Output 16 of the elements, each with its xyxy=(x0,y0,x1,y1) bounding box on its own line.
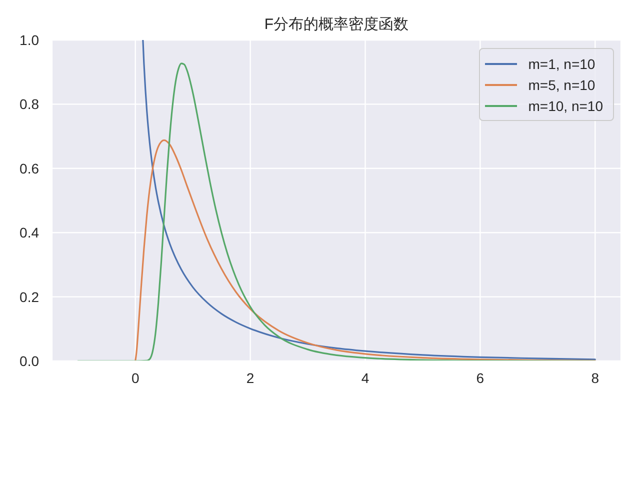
y-tick-label: 1.0 xyxy=(20,32,40,48)
y-tick-label: 0.0 xyxy=(20,352,40,369)
x-tick-label: 8 xyxy=(591,370,600,386)
legend-label: m=1, n=10 xyxy=(528,56,596,72)
line-series xyxy=(134,139,596,361)
y-tick-label: 0.8 xyxy=(20,96,40,112)
chart-title: F分布的概率密度函数 xyxy=(263,15,410,35)
legend-label: m=5, n=10 xyxy=(528,76,596,92)
y-tick-label: 0.6 xyxy=(20,160,40,176)
y-tick-label: 0.2 xyxy=(20,288,40,305)
x-tick-label: 2 xyxy=(246,370,254,386)
legend-label: m=10, n=10 xyxy=(528,98,603,114)
x-tick-label: 6 xyxy=(476,370,484,386)
y-tick-label: 0.4 xyxy=(20,224,40,241)
x-tick-label: 4 xyxy=(361,370,370,386)
x-tick-label: 0 xyxy=(131,370,140,386)
